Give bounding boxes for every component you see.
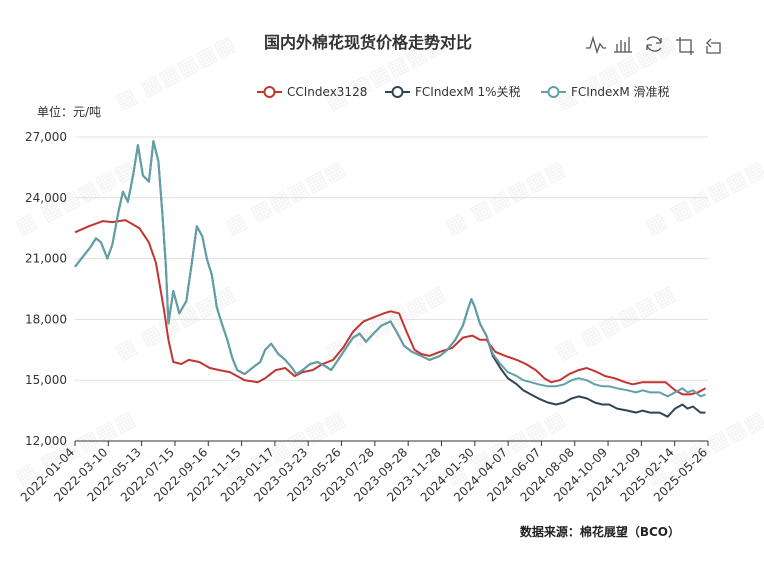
y-tick-label: 21,000	[25, 252, 67, 266]
restore-icon[interactable]	[644, 33, 668, 57]
watermark-mark: ▦ ▦▦▦▦▦	[111, 31, 240, 115]
y-axis: 12,000 15,000 18,000 21,000 24,000 27,000	[25, 130, 67, 448]
bar-chart-icon[interactable]	[612, 33, 636, 57]
watermark-mark: ▦ ▦▦▦▦▦	[551, 281, 680, 365]
y-tick-label: 12,000	[25, 434, 67, 448]
legend-item-0[interactable]: CCIndex3128	[257, 85, 367, 99]
chart-legend: CCIndex3128 FCIndexM 1%关税 FCIndexM 滑准税	[257, 85, 670, 99]
y-tick-label: 27,000	[25, 130, 67, 144]
series-line-1	[74, 140, 706, 418]
legend-item-2[interactable]: FCIndexM 滑准税	[541, 85, 670, 99]
series-layer	[74, 140, 706, 418]
y-axis-unit-label: 单位：元/吨	[37, 104, 101, 119]
crop-icon[interactable]	[674, 33, 698, 57]
legend-label: CCIndex3128	[287, 85, 367, 99]
watermark-layer: ▦ ▦▦▦▦▦ ▦ ▦▦▦▦▦ ▦ ▦▦▦▦▦▦ ▦▦▦▦▦ ▦ ▦▦▦▦▦ ▦ ▦▦▦…	[11, 31, 764, 490]
line-chart-icon[interactable]	[583, 33, 607, 57]
data-source-label: 数据来源：棉花展望（BCO）	[520, 524, 680, 539]
series-line-2	[74, 140, 706, 398]
y-tick-label: 15,000	[25, 373, 67, 387]
y-tick-label: 18,000	[25, 312, 67, 326]
legend-circle-icon	[263, 86, 276, 98]
legend-label: FCIndexM 滑准税	[571, 85, 670, 99]
legend-circle-icon	[391, 86, 404, 98]
legend-circle-icon	[547, 86, 560, 98]
chart-title: 国内外棉花现货价格走势对比	[264, 33, 472, 52]
undo-icon[interactable]	[704, 33, 728, 57]
toolbox	[583, 33, 728, 57]
x-axis: 2022-01-042022-03-102022-05-132022-07-15…	[18, 440, 710, 504]
legend-label: FCIndexM 1%关税	[415, 85, 521, 99]
grid-layer	[75, 136, 708, 442]
legend-item-1[interactable]: FCIndexM 1%关税	[385, 85, 521, 99]
y-tick-label: 24,000	[25, 191, 67, 205]
series-line-0	[74, 219, 706, 396]
watermark-mark: ▦ ▦▦▦▦▦	[111, 281, 240, 365]
